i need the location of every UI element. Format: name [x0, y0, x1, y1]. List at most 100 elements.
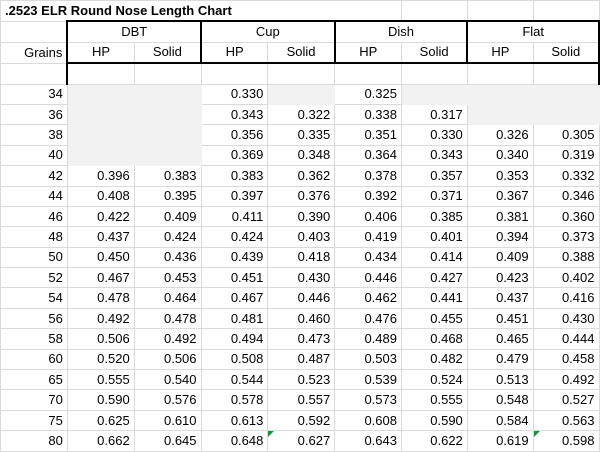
- value-cell-flat-solid[interactable]: 0.430: [532, 307, 600, 330]
- sub-header-cup-hp[interactable]: HP: [200, 41, 269, 64]
- value-cell-dbt-hp[interactable]: 0.437: [66, 226, 135, 248]
- sub-header-dish-hp[interactable]: HP: [334, 41, 402, 64]
- value-cell-flat-hp[interactable]: 0.584: [466, 409, 534, 432]
- value-cell-dbt-hp[interactable]: [66, 103, 135, 126]
- grains-cell[interactable]: 52: [0, 267, 68, 289]
- value-cell-flat-hp[interactable]: 0.353: [466, 165, 534, 187]
- value-cell-cup-solid[interactable]: 0.390: [267, 205, 336, 228]
- value-cell-dish-solid[interactable]: 0.414: [400, 246, 468, 269]
- value-cell-flat-hp[interactable]: 0.423: [466, 267, 534, 289]
- value-cell-dish-hp[interactable]: 0.462: [334, 287, 402, 309]
- value-cell-cup-solid[interactable]: 0.557: [267, 389, 336, 411]
- value-cell-dbt-hp[interactable]: [66, 83, 135, 105]
- value-cell-flat-solid[interactable]: 0.360: [532, 205, 600, 228]
- value-cell-dbt-hp[interactable]: 0.506: [66, 328, 135, 350]
- value-cell-flat-hp[interactable]: 0.451: [466, 307, 534, 330]
- value-cell-cup-hp[interactable]: 0.383: [200, 165, 269, 187]
- grains-cell[interactable]: 50: [0, 246, 68, 269]
- value-cell-cup-solid[interactable]: 0.376: [267, 185, 336, 207]
- value-cell-dish-solid[interactable]: 0.317: [400, 103, 468, 126]
- empty-cell[interactable]: [334, 0, 402, 22]
- empty-cell[interactable]: [133, 62, 202, 85]
- value-cell-flat-solid[interactable]: 0.332: [532, 165, 600, 187]
- value-cell-dbt-solid[interactable]: [133, 103, 202, 126]
- value-cell-cup-solid[interactable]: [267, 83, 336, 105]
- value-cell-dbt-solid[interactable]: 0.395: [133, 185, 202, 207]
- value-cell-cup-hp[interactable]: 0.467: [200, 287, 269, 309]
- value-cell-cup-hp[interactable]: 0.613: [200, 409, 269, 432]
- value-cell-dish-hp[interactable]: 0.364: [334, 144, 402, 167]
- grains-cell[interactable]: 58: [0, 328, 68, 350]
- value-cell-dbt-hp[interactable]: 0.492: [66, 307, 135, 330]
- value-cell-flat-solid[interactable]: 0.527: [532, 389, 600, 411]
- value-cell-dbt-solid[interactable]: 0.492: [133, 328, 202, 350]
- grains-cell[interactable]: 54: [0, 287, 68, 309]
- value-cell-cup-hp[interactable]: 0.424: [200, 226, 269, 248]
- value-cell-dbt-hp[interactable]: [66, 124, 135, 146]
- value-cell-flat-solid[interactable]: 0.402: [532, 267, 600, 289]
- value-cell-dish-hp[interactable]: 0.608: [334, 409, 402, 432]
- value-cell-flat-solid[interactable]: 0.563: [532, 409, 600, 432]
- value-cell-dish-hp[interactable]: 0.392: [334, 185, 402, 207]
- value-cell-flat-hp[interactable]: 0.340: [466, 144, 534, 167]
- value-cell-dish-solid[interactable]: [400, 83, 468, 105]
- value-cell-dish-solid[interactable]: 0.555: [400, 389, 468, 411]
- value-cell-dish-solid[interactable]: 0.427: [400, 267, 468, 289]
- value-cell-dbt-hp[interactable]: 0.450: [66, 246, 135, 269]
- group-header-dbt[interactable]: DBT: [66, 20, 203, 43]
- value-cell-dish-solid[interactable]: 0.524: [400, 369, 468, 391]
- value-cell-cup-solid[interactable]: 0.335: [267, 124, 336, 146]
- value-cell-flat-hp[interactable]: 0.465: [466, 328, 534, 350]
- value-cell-cup-solid[interactable]: 0.460: [267, 307, 336, 330]
- value-cell-flat-hp[interactable]: 0.326: [466, 124, 534, 146]
- empty-cell[interactable]: [0, 62, 68, 85]
- grains-cell[interactable]: 48: [0, 226, 68, 248]
- empty-cell[interactable]: [466, 0, 534, 22]
- value-cell-dbt-hp[interactable]: 0.408: [66, 185, 135, 207]
- value-cell-flat-solid[interactable]: 0.416: [532, 287, 600, 309]
- value-cell-cup-solid[interactable]: 0.322: [267, 103, 336, 126]
- value-cell-dbt-solid[interactable]: 0.424: [133, 226, 202, 248]
- value-cell-dish-solid[interactable]: 0.455: [400, 307, 468, 330]
- value-cell-dbt-solid[interactable]: 0.383: [133, 165, 202, 187]
- value-cell-cup-hp[interactable]: 0.330: [200, 83, 269, 105]
- value-cell-dish-hp[interactable]: 0.503: [334, 348, 402, 371]
- grains-cell[interactable]: 46: [0, 205, 68, 228]
- grains-cell[interactable]: 36: [0, 103, 68, 126]
- value-cell-flat-solid[interactable]: [532, 103, 600, 126]
- value-cell-flat-solid[interactable]: 0.598: [532, 430, 600, 452]
- value-cell-flat-solid[interactable]: 0.492: [532, 369, 600, 391]
- value-cell-dish-hp[interactable]: 0.338: [334, 103, 402, 126]
- value-cell-dbt-solid[interactable]: 0.576: [133, 389, 202, 411]
- grains-cell[interactable]: 44: [0, 185, 68, 207]
- grains-cell[interactable]: 56: [0, 307, 68, 330]
- value-cell-cup-solid[interactable]: 0.430: [267, 267, 336, 289]
- value-cell-cup-hp[interactable]: 0.451: [200, 267, 269, 289]
- value-cell-flat-solid[interactable]: 0.444: [532, 328, 600, 350]
- value-cell-dbt-hp[interactable]: 0.590: [66, 389, 135, 411]
- sub-header-dbt-solid[interactable]: Solid: [133, 41, 203, 64]
- value-cell-cup-hp[interactable]: 0.439: [200, 246, 269, 269]
- value-cell-cup-solid[interactable]: 0.446: [267, 287, 336, 309]
- value-cell-dish-solid[interactable]: 0.385: [400, 205, 468, 228]
- sub-header-dish-solid[interactable]: Solid: [400, 41, 469, 64]
- grains-cell[interactable]: 75: [0, 409, 68, 432]
- value-cell-flat-hp[interactable]: 0.479: [466, 348, 534, 371]
- value-cell-dish-solid[interactable]: 0.371: [400, 185, 468, 207]
- chart-title[interactable]: .2523 ELR Round Nose Length Chart: [0, 0, 335, 22]
- value-cell-dish-solid[interactable]: 0.401: [400, 226, 468, 248]
- value-cell-dbt-solid[interactable]: 0.645: [133, 430, 202, 452]
- value-cell-flat-solid[interactable]: 0.305: [532, 124, 600, 146]
- value-cell-flat-hp[interactable]: 0.437: [466, 287, 534, 309]
- value-cell-dbt-solid[interactable]: 0.610: [133, 409, 202, 432]
- value-cell-cup-hp[interactable]: 0.397: [200, 185, 269, 207]
- grains-header[interactable]: Grains: [0, 41, 68, 64]
- group-header-flat[interactable]: Flat: [466, 20, 600, 43]
- value-cell-dbt-hp[interactable]: 0.625: [66, 409, 135, 432]
- value-cell-cup-solid[interactable]: 0.523: [267, 369, 336, 391]
- value-cell-dish-solid[interactable]: 0.441: [400, 287, 468, 309]
- value-cell-dbt-solid[interactable]: 0.409: [133, 205, 202, 228]
- value-cell-cup-hp[interactable]: 0.508: [200, 348, 269, 371]
- empty-cell[interactable]: [334, 62, 402, 85]
- value-cell-flat-hp[interactable]: 0.381: [466, 205, 534, 228]
